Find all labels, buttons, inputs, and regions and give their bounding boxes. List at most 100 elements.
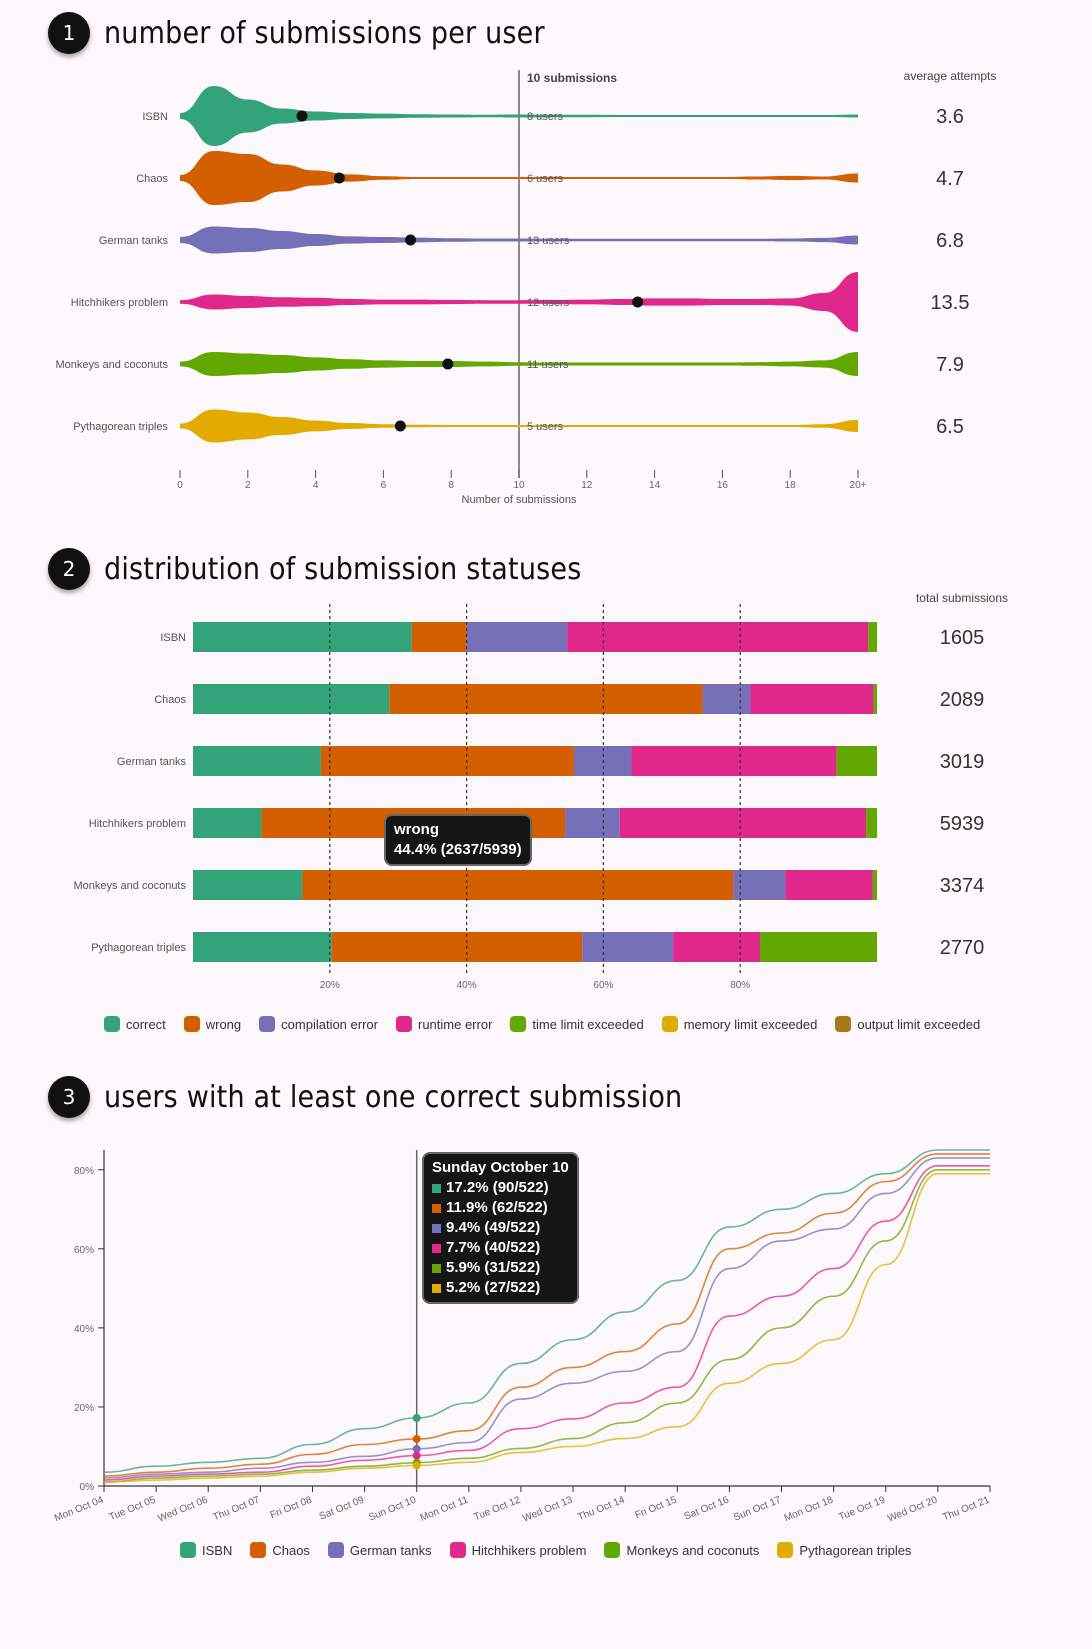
mean-point <box>394 420 406 432</box>
x-tick-label: 14 <box>649 480 661 491</box>
line-hitchhikers-problem <box>103 1165 990 1481</box>
legend-label: Pythagorean triples <box>799 1542 912 1558</box>
bar-segment-correct <box>193 746 321 776</box>
legend-label: German tanks <box>349 1542 432 1558</box>
bar-row-label: Chaos <box>154 694 186 706</box>
legend-label: output limit exceeded <box>857 1016 981 1032</box>
hover-point <box>412 1434 421 1443</box>
x-tick-label: Mon Oct 11 <box>419 1494 471 1523</box>
legend-item[interactable]: German tanks <box>327 1542 432 1558</box>
legend-swatch <box>449 1542 466 1558</box>
y-tick-label: 0% <box>80 1482 95 1493</box>
average-attempts-value: 4.7 <box>936 168 964 190</box>
total-submissions-header: total submissions <box>916 591 1008 605</box>
legend-swatch <box>395 1016 412 1032</box>
bar-segment-runtime-error <box>631 746 837 776</box>
x-tick-label: 2 <box>245 480 251 491</box>
section-1-title: number of submissions per user <box>104 15 545 51</box>
bar-segment-compilation-error <box>702 684 751 714</box>
bar-segment-compilation-error <box>582 932 674 962</box>
legend-label: ISBN <box>202 1542 233 1558</box>
date-tooltip-swatch <box>432 1243 441 1253</box>
bar-segment-wrong <box>389 684 703 714</box>
x-tick-label: Tue Oct 05 <box>108 1494 158 1523</box>
legend-label: Monkeys and coconuts <box>626 1542 760 1558</box>
section-2-title: distribution of submission statuses <box>104 551 582 587</box>
legend-item[interactable]: wrong <box>183 1016 241 1032</box>
x-tick-label: Fri Oct 08 <box>269 1494 314 1521</box>
x-tick-label: 0 <box>177 480 183 491</box>
legend-swatch <box>259 1016 276 1032</box>
x-tick-label: 10 <box>513 480 525 491</box>
section-3-title: users with at least one correct submissi… <box>104 1079 683 1115</box>
x-tick-label: Wed Oct 06 <box>156 1494 209 1524</box>
violin-chart: 10 submissions average attempts ISBN 8 user… <box>55 69 996 506</box>
legend-swatch <box>327 1542 344 1558</box>
x-tick-label: Fri Oct 15 <box>634 1494 679 1521</box>
violin-row-label: Chaos <box>136 173 168 185</box>
bar-segment-wrong <box>302 870 734 900</box>
total-submissions-value: 1605 <box>940 627 985 649</box>
legend-item[interactable]: compilation error <box>259 1016 378 1032</box>
bar-segment-time-limit-exceeded <box>866 808 877 838</box>
legend-swatch <box>777 1542 794 1558</box>
violin-row-label: Pythagorean triples <box>73 421 168 433</box>
x-tick-label: 60% <box>593 980 613 991</box>
legend-swatch <box>604 1542 621 1558</box>
bar-segment-wrong <box>411 622 467 652</box>
section-2-badge: 2 <box>48 548 90 590</box>
legend-label: runtime error <box>417 1016 493 1032</box>
legend-item[interactable]: Monkeys and coconuts <box>604 1542 759 1558</box>
violin-row-label: Monkeys and coconuts <box>55 359 168 371</box>
date-tooltip-value: 11.9% (62/522) <box>446 1199 548 1216</box>
status-tooltip-value: 44.4% (2637/5939) <box>394 841 522 858</box>
x-tick-label: 80% <box>730 980 750 991</box>
legend-item[interactable]: runtime error <box>395 1016 493 1032</box>
bar-segment-correct <box>193 808 262 838</box>
x-tick-label: Thu Oct 21 <box>941 1494 991 1523</box>
legend-item[interactable]: time limit exceeded <box>510 1016 644 1032</box>
legend-item[interactable]: Chaos <box>250 1542 310 1558</box>
bar-segment-correct <box>193 932 332 962</box>
violin-row-label: Hitchhikers problem <box>71 297 168 309</box>
section-3-header: 3 users with at least one correct submis… <box>48 1076 682 1118</box>
legend-item[interactable]: Hitchhikers problem <box>449 1542 587 1558</box>
legend-swatch <box>183 1016 200 1032</box>
date-tooltip: Sunday October 10 17.2% (90/522) 11.9% (6… <box>422 1152 579 1304</box>
section-2-header: 2 distribution of submission statuses <box>48 548 581 590</box>
legend-item[interactable]: ISBN <box>180 1542 232 1558</box>
bar-row-label: Hitchhikers problem <box>89 818 186 830</box>
x-tick-label: Mon Oct 04 <box>53 1494 105 1524</box>
x-tick-label: 20% <box>320 980 340 991</box>
status-legend: correct wrong compilation error runtime err… <box>104 1016 980 1032</box>
series-legend: ISBN Chaos German tanks Hitchhikers problem… <box>180 1542 911 1558</box>
date-tooltip-value: 5.2% (27/522) <box>446 1279 541 1296</box>
line-monkeys-and-coconuts <box>103 1168 990 1483</box>
mean-point <box>442 358 454 370</box>
date-tooltip-row: 17.2% (90/522) <box>432 1178 569 1198</box>
mean-point <box>632 296 644 308</box>
hover-point <box>412 1451 421 1460</box>
date-tooltip-swatch <box>432 1203 441 1213</box>
total-submissions-value: 2770 <box>940 937 985 959</box>
x-tick-label: 8 <box>448 480 454 491</box>
date-tooltip-swatch <box>432 1283 441 1293</box>
bar-segment-runtime-error <box>673 932 761 962</box>
x-tick-label: Thu Oct 14 <box>576 1494 626 1523</box>
legend-item[interactable]: correct <box>104 1016 166 1032</box>
bar-segment-runtime-error <box>785 870 873 900</box>
legend-label: Hitchhikers problem <box>471 1542 587 1558</box>
x-tick-label: Wed Oct 13 <box>521 1494 574 1524</box>
legend-item[interactable]: output limit exceeded <box>835 1016 980 1032</box>
bar-segment-wrong <box>331 932 583 962</box>
average-attempts-value: 6.5 <box>936 416 964 438</box>
legend-item[interactable]: memory limit exceeded <box>661 1016 817 1032</box>
correct-users-line-chart: 0%20%40%60%80%Mon Oct 04 Tue Oct 05 Wed Oc… <box>53 1149 992 1524</box>
x-tick-label: Sat Oct 16 <box>683 1494 731 1522</box>
line-german-tanks <box>103 1157 990 1479</box>
bar-row-label: Pythagorean triples <box>91 942 186 954</box>
legend-swatch <box>835 1016 852 1032</box>
x-tick-label: 4 <box>313 480 319 491</box>
x-axis-label: Number of submissions <box>462 494 577 506</box>
legend-item[interactable]: Pythagorean triples <box>777 1542 911 1558</box>
